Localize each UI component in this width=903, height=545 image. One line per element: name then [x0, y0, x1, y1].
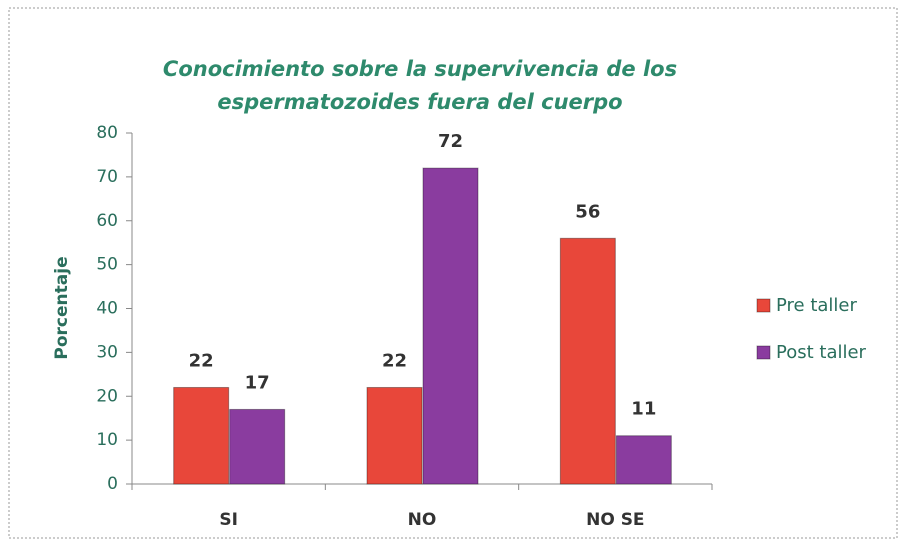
- y-tick-label: 10: [96, 430, 118, 450]
- data-label: 22: [189, 350, 214, 371]
- legend-label: Post taller: [776, 342, 867, 363]
- bar: [422, 167, 479, 485]
- y-tick-label: 40: [96, 299, 118, 319]
- bar: [615, 435, 672, 485]
- x-tick-label: SI: [219, 510, 238, 530]
- chart-title: espermatozoides fuera del cuerpo: [217, 90, 622, 114]
- legend-label: Pre taller: [776, 295, 858, 316]
- y-tick-label: 20: [96, 386, 118, 406]
- data-label: 11: [631, 399, 656, 420]
- data-label: 72: [438, 131, 463, 152]
- bar: [229, 408, 286, 485]
- y-tick-label: 30: [96, 342, 118, 362]
- y-tick-label: 0: [107, 474, 118, 494]
- data-label: 17: [245, 372, 270, 393]
- y-tick-label: 80: [96, 123, 118, 143]
- bar: [559, 237, 616, 485]
- legend-swatch: [756, 298, 771, 313]
- x-tick-label: NO: [408, 510, 437, 530]
- y-tick-label: 70: [96, 167, 118, 187]
- x-tick-label: NO SE: [586, 510, 644, 530]
- y-tick-label: 60: [96, 211, 118, 231]
- bar: [366, 386, 423, 485]
- y-tick-label: 50: [96, 255, 118, 275]
- bar: [173, 386, 230, 485]
- legend-swatch: [756, 345, 771, 360]
- y-axis-label: Porcentaje: [52, 256, 72, 359]
- data-label: 22: [382, 350, 407, 371]
- data-label: 56: [575, 201, 600, 222]
- chart-title: Conocimiento sobre la supervivencia de l…: [163, 57, 677, 81]
